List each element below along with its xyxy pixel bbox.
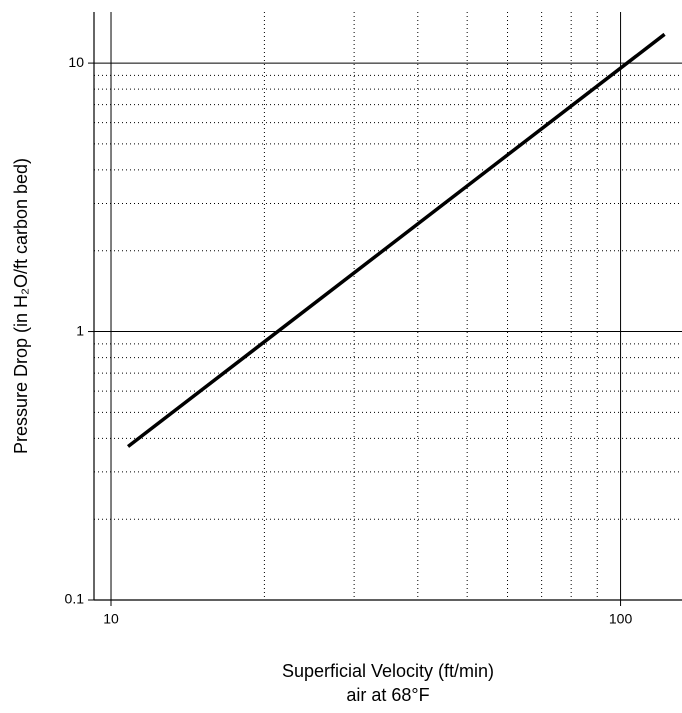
y-tick-label: 10	[68, 54, 84, 70]
x-tick-label: 100	[609, 611, 633, 627]
y-tick-label: 1	[76, 322, 84, 338]
x-axis-label: air at 68°F	[346, 685, 429, 705]
y-axis-label: Pressure Drop (in H₂O/ft carbon bed)	[11, 158, 31, 454]
y-tick-label: 0.1	[65, 591, 85, 607]
x-axis-label: Superficial Velocity (ft/min)	[282, 661, 494, 681]
x-tick-label: 10	[103, 611, 119, 627]
data-line	[126, 32, 666, 448]
